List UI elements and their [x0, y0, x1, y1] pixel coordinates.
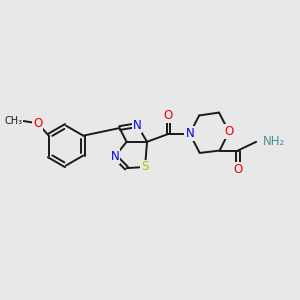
Text: NH₂: NH₂	[262, 135, 285, 148]
Text: N: N	[110, 150, 119, 163]
Text: O: O	[33, 117, 42, 130]
Text: N: N	[133, 118, 142, 132]
Text: CH₃: CH₃	[4, 116, 22, 126]
Text: O: O	[164, 109, 173, 122]
Text: O: O	[233, 163, 242, 176]
Text: N: N	[185, 128, 194, 140]
Text: S: S	[141, 160, 149, 173]
Text: O: O	[224, 125, 234, 138]
